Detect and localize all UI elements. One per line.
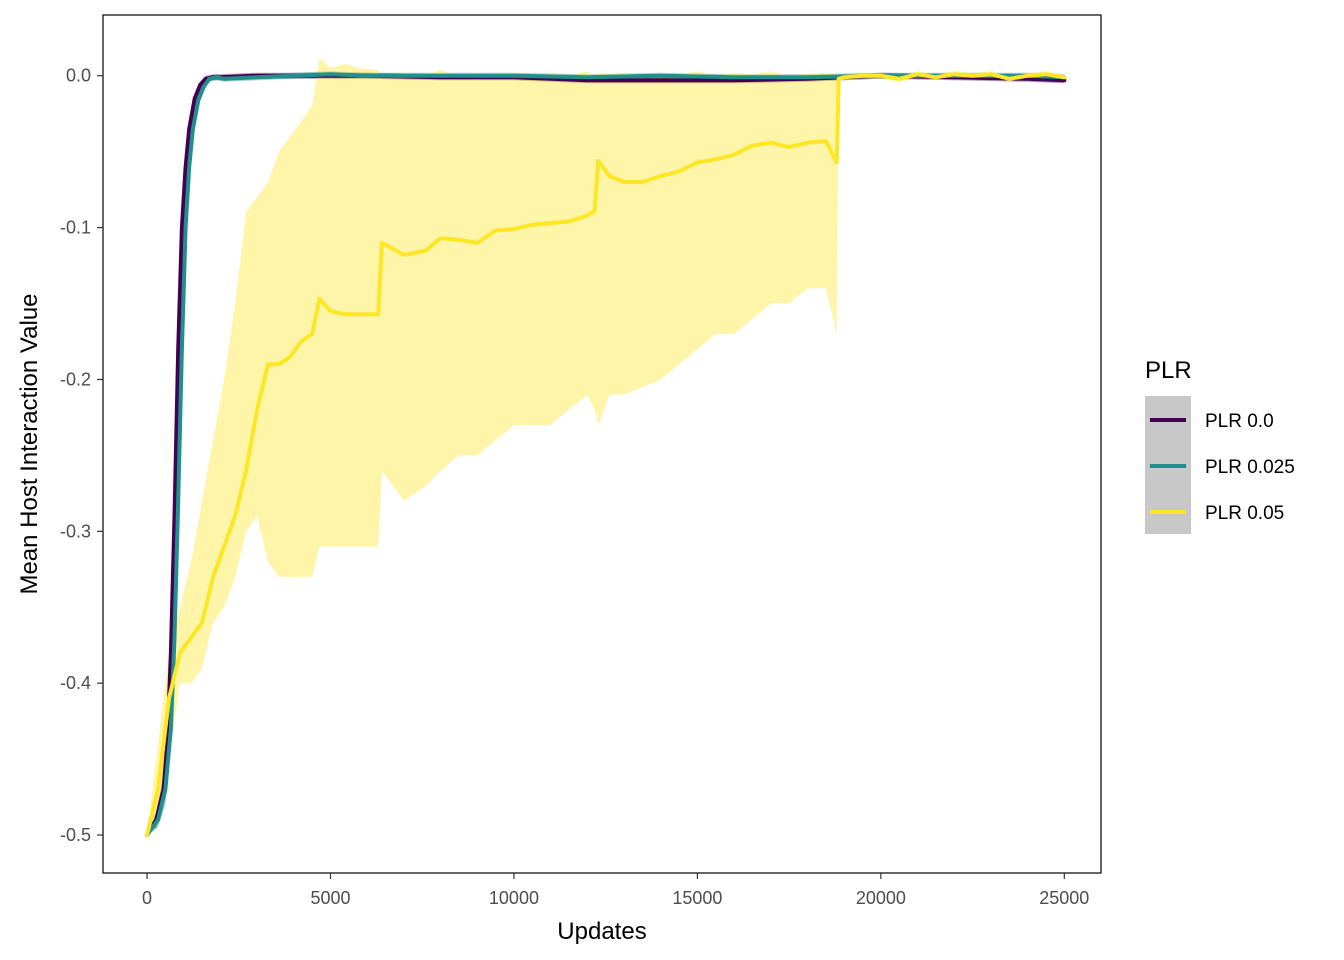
series-2-line — [145, 72, 1067, 837]
y-tick-label: 0.0 — [66, 66, 91, 86]
ribbon-layer — [147, 57, 1065, 835]
legend-title: PLR — [1145, 357, 1192, 384]
y-axis-title: Mean Host Interaction Value — [16, 293, 43, 594]
x-axis: 0 5000 10000 15000 20000 25000 — [142, 873, 1089, 908]
plot-panel-border — [102, 14, 1102, 874]
legend: PLR PLR 0.0 PLR 0.025 PLR 0.05 — [1145, 357, 1295, 534]
y-axis: 0.0 -0.1 -0.2 -0.3 -0.4 -0.5 — [60, 66, 103, 845]
series-3-ribbon — [147, 57, 1065, 835]
series-3-line — [145, 72, 1067, 837]
series-lines-layer — [145, 72, 1067, 837]
y-tick-label: -0.4 — [60, 673, 91, 693]
x-tick-label: 5000 — [310, 888, 350, 908]
x-tick-label: 15000 — [672, 888, 722, 908]
legend-items: PLR 0.0 PLR 0.025 PLR 0.05 — [1150, 411, 1295, 524]
y-tick-label: -0.3 — [60, 521, 91, 541]
y-tick-label: -0.2 — [60, 369, 91, 389]
x-axis-title: Updates — [557, 918, 646, 945]
x-tick-label: 25000 — [1039, 888, 1089, 908]
x-tick-label: 0 — [142, 888, 152, 908]
x-tick-label: 20000 — [856, 888, 906, 908]
y-tick-label: -0.5 — [60, 825, 91, 845]
legend-entry-label: PLR 0.05 — [1205, 503, 1284, 524]
legend-entry-label: PLR 0.0 — [1205, 411, 1274, 432]
legend-entry-label: PLR 0.025 — [1205, 457, 1295, 478]
x-tick-label: 10000 — [489, 888, 539, 908]
y-tick-label: -0.1 — [60, 218, 91, 238]
